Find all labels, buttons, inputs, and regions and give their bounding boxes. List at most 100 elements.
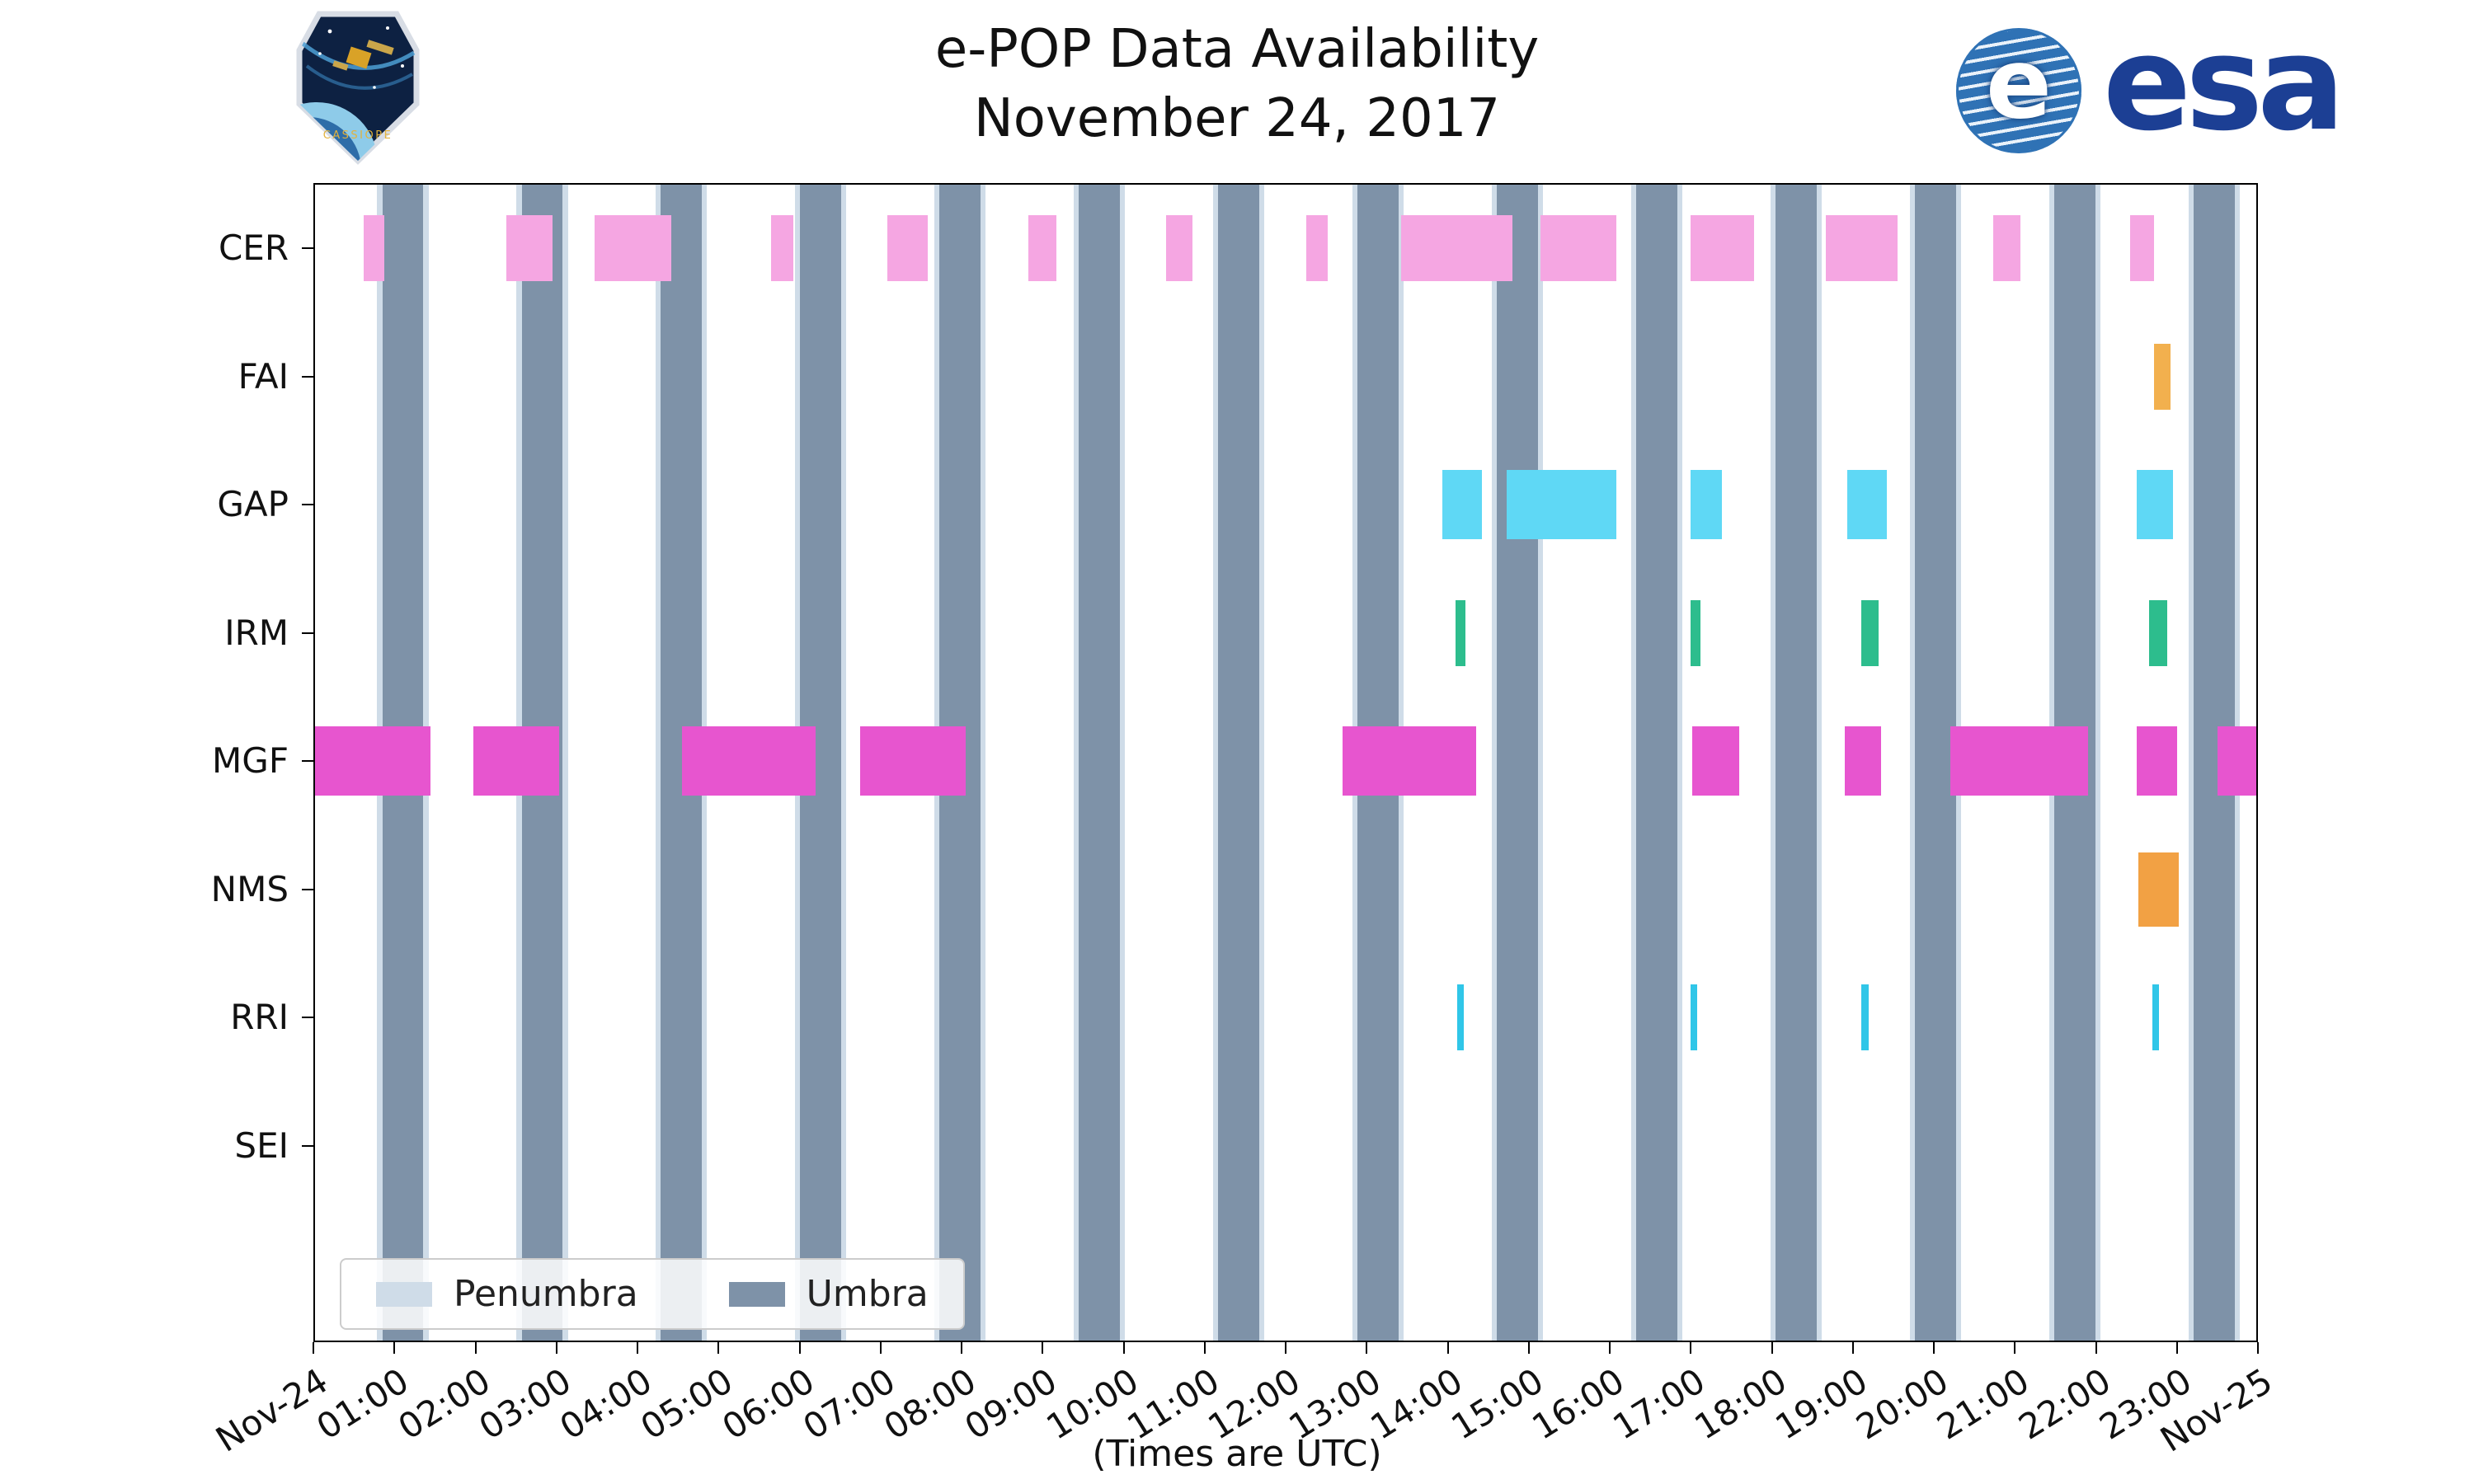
umbra-band — [1636, 183, 1677, 1342]
esa-logo: e esa — [1956, 19, 2345, 153]
legend: Penumbra Umbra — [340, 1258, 965, 1330]
data-bar-gap — [1507, 470, 1616, 539]
data-bar-cer — [887, 215, 928, 281]
x-tick-mark — [879, 1342, 882, 1354]
penumbra-band — [1770, 183, 1776, 1342]
plot-area — [313, 183, 2258, 1342]
penumbra-band — [1537, 183, 1544, 1342]
penumbra-band — [1073, 183, 1079, 1342]
y-tick-label-sei: SEI — [234, 1125, 289, 1166]
penumbra-band — [1212, 183, 1219, 1342]
y-tick-label-mgf: MGF — [212, 740, 289, 781]
data-bar-cer — [1691, 215, 1754, 281]
chart-title-line1: e-POP Data Availability — [934, 19, 1540, 80]
data-bar-cer — [2129, 215, 2155, 281]
data-bar-nms — [2138, 852, 2179, 927]
data-bar-cer — [771, 215, 793, 281]
x-tick-mark — [1609, 1342, 1611, 1354]
data-bar-cer — [1401, 215, 1513, 281]
penumbra-band — [1258, 183, 1265, 1342]
x-tick-mark — [1527, 1342, 1530, 1354]
data-bar-mgf — [313, 726, 431, 796]
penumbra-band — [2188, 183, 2194, 1342]
cassiope-mission-patch: CASSIOPE — [295, 8, 421, 170]
data-bar-mgf — [1342, 726, 1476, 796]
data-bar-mgf — [1692, 726, 1740, 796]
y-tick-label-fai: FAI — [238, 355, 289, 397]
x-tick-mark — [717, 1342, 720, 1354]
data-bar-cer — [1992, 215, 2021, 281]
penumbra-band — [1909, 183, 1916, 1342]
x-tick-mark — [1122, 1342, 1125, 1354]
y-tick-mark — [302, 504, 313, 505]
y-tick-mark — [302, 247, 313, 249]
data-bar-rri — [1457, 984, 1465, 1050]
x-tick-mark — [555, 1342, 557, 1354]
umbra-band — [1915, 183, 1956, 1342]
penumbra-band — [980, 183, 986, 1342]
x-tick-mark — [1933, 1342, 1935, 1354]
penumbra-band — [1677, 183, 1683, 1342]
data-bar-irm — [1456, 599, 1466, 666]
x-tick-mark — [2014, 1342, 2016, 1354]
y-tick-mark — [302, 760, 313, 762]
y-tick-mark — [302, 888, 313, 890]
data-bar-irm — [2149, 599, 2167, 666]
data-bar-mgf — [473, 726, 559, 796]
cassiope-patch-icon: CASSIOPE — [296, 11, 420, 165]
y-tick-mark — [302, 1017, 313, 1018]
x-tick-mark — [393, 1342, 396, 1354]
x-tick-mark — [1366, 1342, 1368, 1354]
penumbra-band — [1491, 183, 1498, 1342]
umbra-band — [1497, 183, 1538, 1342]
x-tick-mark — [1285, 1342, 1286, 1354]
x-tick-mark — [1446, 1342, 1449, 1354]
y-tick-label-cer: CER — [218, 228, 289, 268]
data-bar-cer — [1028, 215, 1056, 281]
penumbra-band — [562, 183, 568, 1342]
data-bar-mgf — [1950, 726, 2088, 796]
data-bar-irm — [1691, 599, 1701, 666]
x-tick-mark — [1042, 1342, 1044, 1354]
x-tick-mark — [637, 1342, 638, 1354]
data-bar-rri — [1860, 984, 1870, 1050]
penumbra-band — [1119, 183, 1126, 1342]
x-tick-mark — [2175, 1342, 2178, 1354]
x-tick-mark — [1771, 1342, 1773, 1354]
umbra-band — [1079, 183, 1120, 1342]
data-bar-mgf — [860, 726, 966, 796]
penumbra-band — [1630, 183, 1637, 1342]
data-bar-rri — [1691, 984, 1698, 1050]
esa-wordmark: esa — [2103, 8, 2345, 160]
mission-name: CASSIOPE — [323, 129, 393, 142]
y-tick-mark — [302, 375, 313, 378]
y-tick-mark — [302, 632, 313, 634]
x-tick-mark — [2095, 1342, 2097, 1354]
penumbra-band — [2095, 183, 2101, 1342]
data-bar-rri — [2152, 984, 2160, 1050]
data-bar-mgf — [1844, 726, 1882, 796]
data-bar-gap — [1442, 470, 1482, 539]
data-bar-mgf — [2217, 726, 2258, 796]
x-tick-mark — [2257, 1342, 2259, 1354]
penumbra-band — [840, 183, 847, 1342]
umbra-band — [1776, 183, 1817, 1342]
umbra-swatch — [728, 1281, 785, 1307]
data-bar-gap — [1846, 470, 1887, 539]
data-bar-gap — [1691, 470, 1722, 539]
esa-globe-icon: e — [1956, 27, 2081, 153]
y-tick-mark — [302, 1144, 313, 1147]
data-bar-gap — [2136, 470, 2173, 539]
data-bar-cer — [506, 215, 553, 281]
data-bar-cer — [363, 215, 385, 281]
data-bar-mgf — [2136, 726, 2177, 796]
data-bar-cer — [1540, 215, 1616, 281]
x-tick-mark — [313, 1342, 314, 1354]
chart-title: e-POP Data Availability November 24, 201… — [0, 15, 2474, 154]
x-tick-mark — [961, 1342, 962, 1354]
x-tick-mark — [1203, 1342, 1206, 1354]
x-tick-mark — [798, 1342, 801, 1354]
data-bar-mgf — [682, 726, 816, 796]
y-tick-label-nms: NMS — [210, 868, 289, 909]
